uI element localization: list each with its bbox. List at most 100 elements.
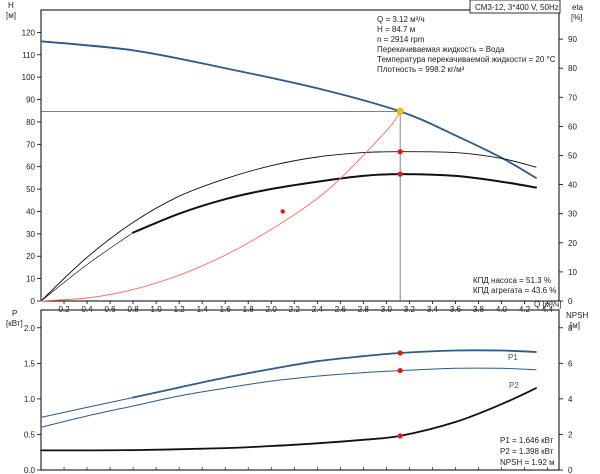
x-tick-label: 3.4 bbox=[427, 305, 439, 314]
right-tick-label: 30 bbox=[568, 210, 577, 219]
right-tick-label: 20 bbox=[568, 239, 577, 248]
series-line-0-3 bbox=[132, 173, 537, 234]
series-line-1-0 bbox=[132, 349, 537, 399]
x-tick-label: 4.0 bbox=[496, 305, 508, 314]
series-line-1-3 bbox=[40, 387, 537, 452]
x-tick-label: 2.0 bbox=[266, 305, 278, 314]
bottom-plot-frame bbox=[40, 309, 560, 471]
npsh-note: NPSH = 1.92 м bbox=[500, 458, 555, 467]
operating-point-guides bbox=[41, 111, 401, 301]
series-line-1-1 bbox=[40, 397, 134, 418]
right-tick-label: 0 bbox=[568, 297, 573, 306]
data-point-marker-1-0 bbox=[397, 350, 403, 356]
right-tick-label: 80 bbox=[568, 64, 577, 73]
x-tick-label: 2.4 bbox=[312, 305, 324, 314]
data-point-marker-0-0 bbox=[396, 107, 404, 115]
right-tick-label: 8 bbox=[568, 324, 573, 333]
npsh-axis-unit: [м] bbox=[570, 321, 580, 330]
x-tick-label: 1.4 bbox=[197, 305, 209, 314]
info-temperature: Температура перекачиваемой жидкости = 20… bbox=[377, 55, 556, 64]
eta-axis-unit: [%] bbox=[571, 13, 583, 22]
x-tick-label: 1.0 bbox=[151, 305, 163, 314]
x-tick-label: 3.8 bbox=[473, 305, 485, 314]
series-line-0-4 bbox=[40, 232, 134, 302]
left-tick-label: 40 bbox=[26, 207, 35, 216]
data-point-marker-1-2 bbox=[397, 433, 403, 439]
p2-note: P2 = 1.398 кВт bbox=[500, 447, 554, 456]
data-point-marker-0-1 bbox=[397, 149, 403, 155]
info-liquid: Перекачиваемая жидкость = Вода bbox=[377, 45, 505, 54]
left-tick-label: 10 bbox=[26, 275, 35, 284]
left-tick-label: 30 bbox=[26, 230, 35, 239]
series-line-1-2 bbox=[40, 367, 537, 428]
right-tick-label: 0 bbox=[568, 466, 573, 474]
left-tick-label: 100 bbox=[22, 73, 36, 82]
x-tick-label: 1.8 bbox=[243, 305, 255, 314]
left-tick-label: 50 bbox=[26, 185, 35, 194]
right-tick-label: 60 bbox=[568, 122, 577, 131]
left-tick-label: 90 bbox=[26, 96, 35, 105]
bottom-ticks: 0.0 0.5 1.0 1.5 2.0 0 2 4 6 8 bbox=[24, 324, 573, 474]
right-tick-label: 90 bbox=[568, 35, 577, 44]
left-tick-label: 20 bbox=[26, 252, 35, 261]
left-tick-label: 110 bbox=[22, 51, 35, 60]
bottom-markers bbox=[397, 350, 403, 439]
left-tick-label: 60 bbox=[26, 163, 35, 172]
left-tick-label: 80 bbox=[26, 118, 35, 127]
info-speed: n = 2914 rpm bbox=[377, 35, 425, 44]
x-tick-label: 3.6 bbox=[450, 305, 462, 314]
x-tick-label: 0.6 bbox=[105, 305, 117, 314]
x-tick-label: 2.6 bbox=[335, 305, 347, 314]
left-tick-label: 70 bbox=[26, 140, 35, 149]
x-tick-label: 1.2 bbox=[174, 305, 186, 314]
npsh-axis-title: NPSH bbox=[566, 311, 588, 320]
left-tick-label: 0.5 bbox=[24, 430, 36, 439]
p1-note: P1 = 1.646 кВт bbox=[500, 436, 554, 445]
series-line-0-5 bbox=[40, 110, 401, 302]
x-tick-label: 0.8 bbox=[128, 305, 140, 314]
info-flow: Q = 3.12 м³/ч bbox=[377, 15, 425, 24]
top-markers bbox=[280, 107, 404, 214]
right-tick-label: 6 bbox=[568, 359, 573, 368]
left-tick-label: 1.0 bbox=[24, 395, 36, 404]
left-tick-label: 2.0 bbox=[24, 324, 36, 333]
info-density: Плотность = 998.2 кг/м³ bbox=[377, 65, 465, 74]
right-tick-label: 2 bbox=[568, 430, 573, 439]
x-tick-label: 4.4 bbox=[542, 305, 554, 314]
top-series bbox=[40, 40, 537, 302]
data-point-marker-0-3 bbox=[280, 209, 285, 214]
right-tick-label: 4 bbox=[568, 395, 573, 404]
right-tick-label: 10 bbox=[568, 268, 577, 277]
left-tick-label: 120 bbox=[22, 28, 36, 37]
unit-efficiency-note: КПД агрегата = 43.6 % bbox=[473, 286, 556, 295]
x-tick-label: 3.0 bbox=[381, 305, 393, 314]
head-axis-unit: [м] bbox=[6, 11, 16, 20]
pump-label: CM3-12, 3*400 V, 50Hz bbox=[475, 3, 559, 12]
data-point-marker-1-1 bbox=[397, 367, 403, 374]
right-tick-label: 50 bbox=[568, 152, 577, 161]
right-tick-label: 40 bbox=[568, 181, 577, 190]
x-tick-label: 4.2 bbox=[519, 305, 531, 314]
p2-curve-label: P2 bbox=[509, 381, 519, 390]
bottom-series bbox=[40, 349, 537, 452]
x-tick-label: 3.2 bbox=[404, 305, 416, 314]
left-tick-label: 0.0 bbox=[24, 466, 36, 474]
left-tick-label: 1.5 bbox=[24, 359, 36, 368]
pump-efficiency-note: КПД насоса = 51.3 % bbox=[473, 276, 551, 285]
x-tick-label: 0.4 bbox=[81, 305, 93, 314]
info-head: H = 84.7 м bbox=[377, 25, 415, 34]
right-tick-label: 70 bbox=[568, 93, 577, 102]
head-axis-title: H bbox=[8, 1, 14, 10]
data-point-marker-0-2 bbox=[397, 171, 403, 177]
eta-axis-title: eta bbox=[572, 3, 584, 12]
x-tick-label: 2.8 bbox=[358, 305, 370, 314]
left-tick-label: 0 bbox=[31, 297, 36, 306]
pump-label-box bbox=[469, 0, 561, 14]
x-tick-label: 1.6 bbox=[220, 305, 232, 314]
power-axis-title: P bbox=[12, 309, 17, 318]
power-axis-unit: [кВт] bbox=[6, 319, 23, 328]
flow-axis-label: Q [м³/ч] bbox=[534, 300, 561, 309]
x-tick-label: 2.2 bbox=[289, 305, 301, 314]
p1-curve-label: P1 bbox=[508, 353, 518, 362]
